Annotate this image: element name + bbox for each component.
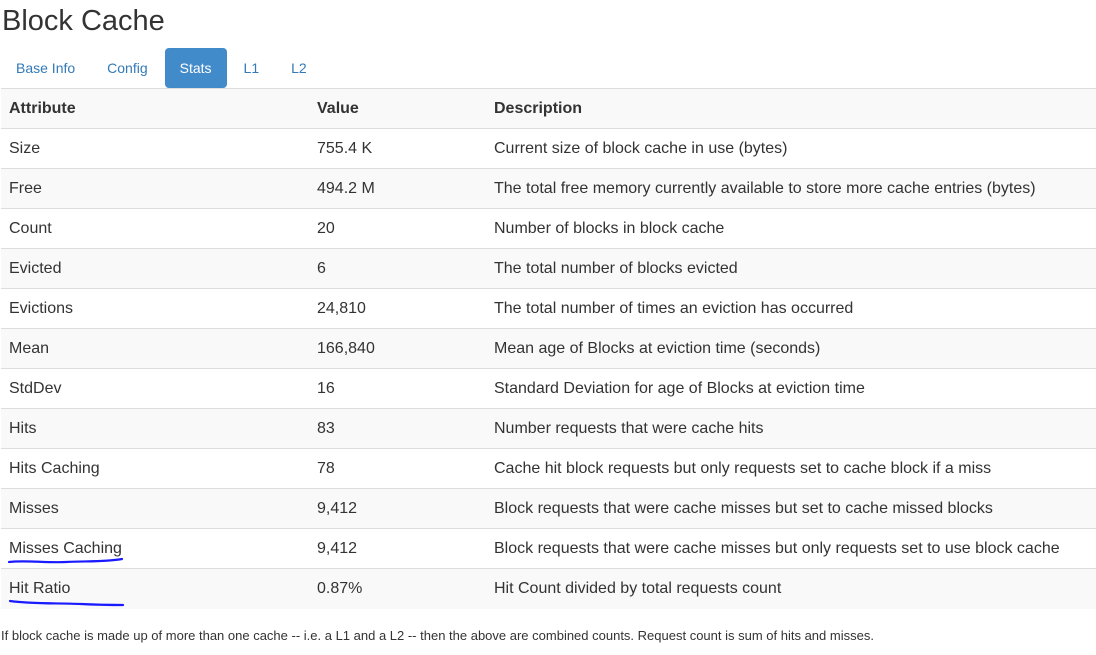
table-row: StdDev 16 Standard Deviation for age of … [1,368,1096,409]
value-cell: 16 [309,368,486,409]
attribute-cell: Hits [1,408,309,449]
table-row: Free 494.2 M The total free memory curre… [1,168,1096,209]
value-cell: 0.87% [309,568,486,609]
tab-bar: Base Info Config Stats L1 L2 [1,48,324,88]
attribute-cell: Misses Caching [1,528,309,569]
table-row: Misses 9,412 Block requests that were ca… [1,488,1096,529]
attribute-cell: Misses [1,488,309,529]
footnote-text: If block cache is made up of more than o… [1,628,874,643]
description-cell: Mean age of Blocks at eviction time (sec… [486,328,1096,369]
tab-l1[interactable]: L1 [243,60,260,76]
value-cell: 6 [309,248,486,289]
description-cell: The total number of blocks evicted [486,248,1096,289]
table-row: Hit Ratio 0.87% Hit Count divided by tot… [1,568,1096,609]
tab-base-info[interactable]: Base Info [16,60,76,76]
attribute-cell: Hits Caching [1,448,309,489]
description-cell: Number of blocks in block cache [486,208,1096,249]
value-cell: 494.2 M [309,168,486,209]
tab-l2[interactable]: L2 [291,60,307,76]
attribute-cell: Mean [1,328,309,369]
value-cell: 166,840 [309,328,486,369]
column-header-description: Description [486,88,1096,129]
column-header-attribute: Attribute [1,88,309,129]
description-cell: Block requests that were cache misses bu… [486,528,1096,569]
page-title: Block Cache [2,5,165,37]
value-cell: 24,810 [309,288,486,329]
attribute-cell: StdDev [1,368,309,409]
attribute-cell: Size [1,128,309,169]
value-cell: 9,412 [309,488,486,529]
description-cell: The total number of times an eviction ha… [486,288,1096,329]
description-cell: The total free memory currently availabl… [486,168,1096,209]
tab-stats[interactable]: Stats [164,48,227,88]
value-cell: 78 [309,448,486,489]
value-cell: 755.4 K [309,128,486,169]
attribute-cell: Free [1,168,309,209]
attribute-cell: Count [1,208,309,249]
table-row: Evictions 24,810 The total number of tim… [1,288,1096,329]
table-header-row: Attribute Value Description [1,88,1096,129]
description-cell: Cache hit block requests but only reques… [486,448,1096,489]
attribute-cell: Evicted [1,248,309,289]
description-cell: Standard Deviation for age of Blocks at … [486,368,1096,409]
table-row: Hits Caching 78 Cache hit block requests… [1,448,1096,489]
column-header-value: Value [309,88,486,129]
value-cell: 83 [309,408,486,449]
table-row: Hits 83 Number requests that were cache … [1,408,1096,449]
value-cell: 20 [309,208,486,249]
description-cell: Hit Count divided by total requests coun… [486,568,1096,609]
table-row: Misses Caching 9,412 Block requests that… [1,528,1096,569]
attribute-cell: Evictions [1,288,309,329]
table-row: Size 755.4 K Current size of block cache… [1,128,1096,169]
table-row: Evicted 6 The total number of blocks evi… [1,248,1096,289]
table-row: Count 20 Number of blocks in block cache [1,208,1096,249]
value-cell: 9,412 [309,528,486,569]
tab-config[interactable]: Config [107,60,148,76]
description-cell: Block requests that were cache misses bu… [486,488,1096,529]
table-row: Mean 166,840 Mean age of Blocks at evict… [1,328,1096,369]
description-cell: Current size of block cache in use (byte… [486,128,1096,169]
description-cell: Number requests that were cache hits [486,408,1096,449]
attribute-cell: Hit Ratio [1,568,309,609]
stats-table: Attribute Value Description Size 755.4 K… [1,88,1096,609]
